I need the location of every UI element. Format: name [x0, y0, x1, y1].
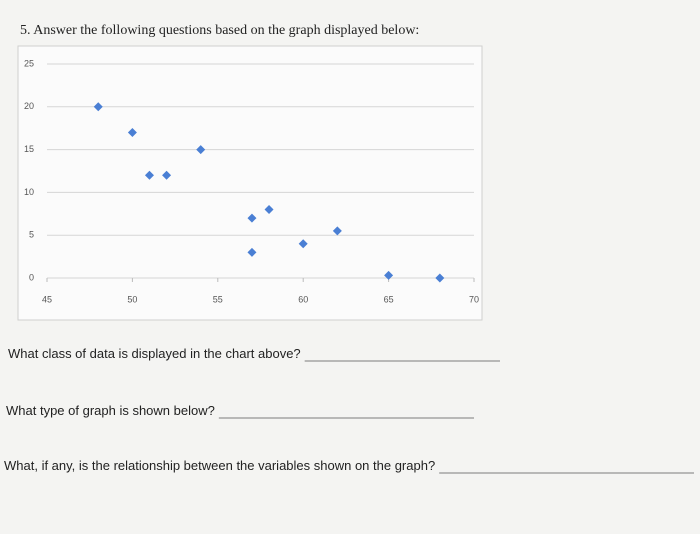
- y-tick-label: 0: [29, 272, 34, 282]
- question-text: What type of graph is shown below?: [6, 403, 215, 418]
- x-tick-label: 50: [127, 294, 137, 304]
- data-point: [196, 145, 206, 155]
- data-point: [93, 102, 103, 112]
- data-point: [247, 213, 257, 223]
- data-point: [162, 170, 172, 180]
- x-tick-label: 55: [213, 294, 223, 304]
- data-point: [247, 247, 257, 257]
- y-tick-label: 5: [29, 230, 34, 240]
- y-tick-label: 25: [24, 58, 34, 68]
- y-tick-label: 20: [24, 101, 34, 111]
- x-tick-label: 45: [42, 294, 52, 304]
- y-tick-label: 10: [24, 187, 34, 197]
- question-text: What class of data is displayed in the c…: [8, 346, 301, 361]
- question-text: What, if any, is the relationship betwee…: [4, 458, 435, 473]
- questions: What class of data is displayed in the c…: [4, 346, 694, 474]
- x-tick-label: 60: [298, 294, 308, 304]
- scatter-chart: 0 5 10 15 20 25 45 50 55 60 65 70: [24, 58, 479, 304]
- data-point: [298, 239, 308, 249]
- chart-frame: [17, 45, 483, 321]
- y-tick-label: 15: [24, 144, 34, 154]
- data-point: [332, 226, 342, 236]
- question-title: 5. Answer the following questions based …: [20, 23, 419, 38]
- data-point: [144, 170, 154, 180]
- data-point: [435, 273, 445, 283]
- data-point: [127, 127, 137, 137]
- data-point: [384, 270, 394, 280]
- x-tick-label: 65: [384, 294, 394, 304]
- data-point: [264, 205, 274, 215]
- x-tick-label: 70: [469, 294, 479, 304]
